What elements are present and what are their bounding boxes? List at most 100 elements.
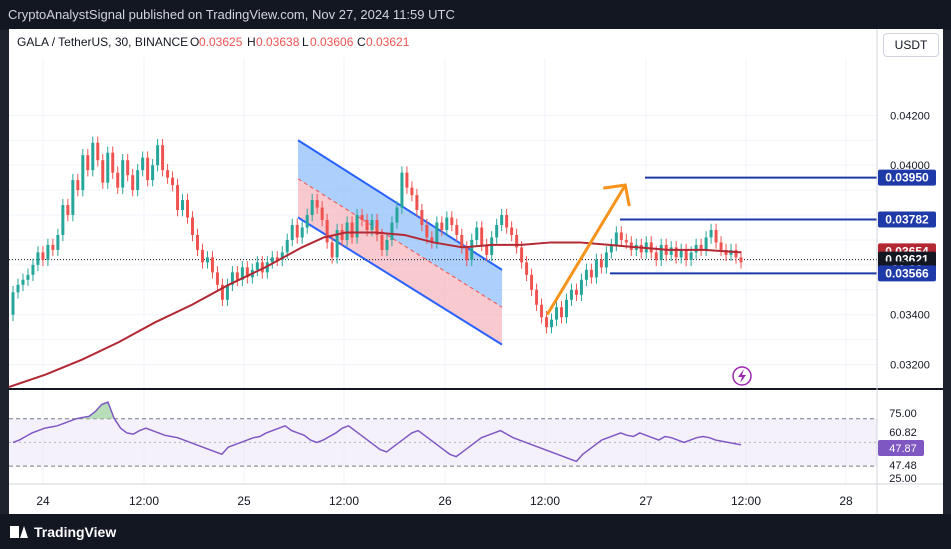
publish-header: CryptoAnalystSignal published on Trading… (0, 0, 951, 30)
candle-body (345, 222, 349, 240)
candle-body (146, 157, 150, 181)
candle-body (654, 252, 658, 260)
candle-body (195, 234, 199, 250)
candle-body (425, 224, 429, 238)
candle-body (614, 232, 618, 245)
candle-body (186, 200, 190, 218)
candle-body (470, 239, 474, 260)
horizontal-levels (9, 176, 877, 275)
candle-body (709, 229, 713, 238)
tradingview-logo-text: TradingView (34, 524, 117, 540)
candle-body (724, 249, 728, 255)
candle-body (355, 215, 359, 238)
candle-body (599, 259, 603, 268)
candle-body (510, 227, 514, 235)
candle-body (76, 180, 80, 191)
rsi-value-tag (878, 424, 924, 440)
candles (11, 136, 743, 334)
candle-body (275, 257, 279, 260)
candle-body (270, 257, 274, 263)
candle-body (530, 274, 534, 290)
candle-body (679, 249, 683, 258)
candle-body (66, 205, 70, 216)
channel-upper-fill (298, 140, 503, 308)
x-tick-label: 25 (237, 494, 251, 508)
candle-body (56, 234, 60, 250)
candle-body (475, 227, 479, 240)
candle-body (555, 307, 559, 320)
candle-body (719, 242, 723, 250)
candle-body (21, 279, 25, 285)
candle-body (579, 279, 583, 295)
candle-body (285, 239, 289, 253)
candle-body (136, 170, 140, 191)
candle-body (305, 215, 309, 228)
candle-body (490, 237, 494, 255)
candle-body (545, 317, 549, 328)
price-tag-label: 0.03566 (885, 266, 929, 280)
candle-body (220, 284, 224, 300)
candle-body (395, 207, 399, 223)
x-tick-label: 27 (639, 494, 653, 508)
tradingview-logo[interactable]: TradingView (10, 524, 116, 540)
candle-body (151, 165, 155, 181)
candle-body (176, 185, 180, 211)
candle-body (500, 215, 504, 225)
candle-body (505, 215, 509, 228)
price-tick-label: 0.04000 (890, 160, 930, 172)
candle-body (71, 180, 75, 216)
candle-body (370, 220, 374, 230)
candle-body (574, 289, 578, 295)
candle-body (450, 217, 454, 225)
publish-header-text: CryptoAnalystSignal published on Trading… (8, 7, 455, 22)
currency-button[interactable]: USDT (883, 33, 939, 57)
x-tick-label: 28 (839, 494, 853, 508)
candle-body (435, 222, 439, 243)
candle-body (225, 284, 229, 300)
candle-body (101, 160, 105, 183)
candle-body (86, 155, 90, 171)
candle-body (460, 234, 464, 248)
lightning-icon[interactable] (732, 366, 752, 386)
candle-body (535, 289, 539, 305)
candle-body (11, 292, 15, 315)
candle-body (290, 224, 294, 240)
candle-body (405, 172, 409, 188)
legend-o-label: O (190, 35, 199, 49)
candle-body (81, 155, 85, 191)
candle-body (619, 232, 623, 240)
rsi-level-label: 75.00 (889, 408, 917, 420)
legend-c-value: 0.03621 (366, 35, 410, 49)
candle-body (385, 239, 389, 250)
candle-body (525, 262, 529, 275)
candle-body (26, 274, 30, 280)
arrow-head (603, 183, 631, 207)
candle-body (36, 252, 40, 265)
moving-average (8, 231, 742, 388)
candle-body (166, 170, 170, 178)
candle-body (350, 222, 354, 238)
candle-body (589, 269, 593, 278)
tradingview-logo-icon (10, 526, 28, 538)
arrow-shaft (545, 184, 627, 316)
candle-body (111, 152, 115, 173)
axes: 24 12:00 25 12:00 26 12:00 27 12:00 28 0.04200 0.0… (9, 29, 943, 514)
candle-body (624, 239, 628, 243)
candle-body (240, 267, 244, 280)
price-tag (878, 265, 936, 282)
price-tag-label: 0.03782 (885, 213, 929, 227)
candle-body (440, 222, 444, 230)
candle-body (41, 252, 45, 260)
candle-body (260, 262, 264, 273)
candle-body (465, 247, 469, 260)
candle-body (694, 244, 698, 253)
candle-body (300, 227, 304, 238)
projection-arrow (545, 183, 631, 316)
candle-body (295, 224, 299, 238)
rsi-level-label: 47.87 (889, 443, 917, 455)
candle-body (255, 262, 259, 270)
candle-body (564, 299, 568, 318)
x-tick-label: 24 (36, 494, 50, 508)
candle-body (315, 200, 319, 208)
